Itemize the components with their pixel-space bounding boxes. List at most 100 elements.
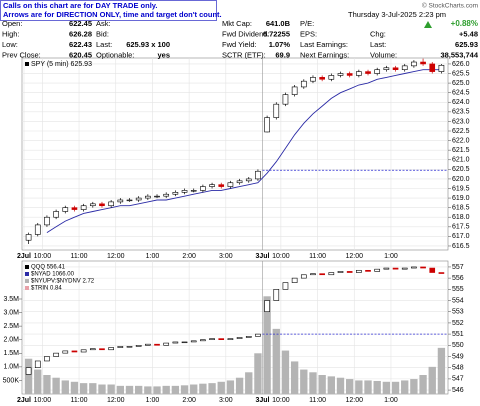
- y-tick-label: 554: [452, 297, 464, 304]
- field-label: High:: [2, 29, 20, 38]
- candle-body: [209, 338, 215, 341]
- volume-bar: [52, 377, 60, 394]
- x-tick-label: 11:00: [309, 253, 326, 260]
- candle-body: [401, 65, 408, 70]
- candle-body: [117, 346, 124, 348]
- candle-body: [34, 224, 41, 235]
- volume-bar: [162, 385, 170, 394]
- y-tick-label: 620.5: [452, 166, 470, 173]
- field-label: Next Earnings:: [300, 50, 349, 59]
- x-tick-label: 12:00: [107, 397, 125, 404]
- y-tick-label: 617.5: [452, 224, 470, 231]
- volume-bar: [263, 296, 271, 394]
- candle-body: [319, 77, 325, 80]
- candle-body: [154, 195, 160, 198]
- y-tick-label: 626.0: [452, 61, 470, 68]
- field-value: +5.48: [459, 29, 478, 38]
- y-tick-label: 547: [452, 376, 464, 383]
- candle-body: [99, 348, 105, 351]
- y-tick-label: 621.5: [452, 147, 470, 154]
- volume-bar: [281, 350, 290, 394]
- volume-bar: [144, 386, 152, 394]
- candle-body: [200, 339, 206, 342]
- y-tick-label: 553: [452, 309, 464, 316]
- volume-bar: [318, 375, 326, 394]
- field-label: Bid:: [96, 29, 109, 38]
- volume-tick-label: 3.5M: [3, 296, 19, 303]
- y-tick-label: 618.0: [452, 214, 470, 221]
- field-label: Fwd Dividend:: [222, 29, 270, 38]
- volume-bar: [373, 380, 381, 394]
- y-tick-label: 623.0: [452, 118, 470, 125]
- volume-bar: [382, 381, 391, 394]
- volume-bar: [70, 381, 79, 394]
- x-tick-label: 10:00: [34, 253, 52, 260]
- x-tick-label: 10:00: [34, 397, 52, 404]
- volume-bar: [254, 353, 262, 394]
- y-tick-label: 546: [452, 387, 464, 394]
- y-tick-label: 623.5: [452, 109, 470, 116]
- candle-body: [99, 203, 105, 207]
- field-value: yes: [157, 50, 170, 59]
- volume-bar: [208, 383, 216, 394]
- candle-body: [126, 199, 133, 202]
- x-tick-label: 10:00: [272, 253, 290, 260]
- candle-body: [411, 61, 417, 67]
- y-tick-label: 616.5: [452, 243, 470, 250]
- field-value: 38,553,744: [440, 50, 478, 59]
- x-tick-label: 11:00: [309, 397, 326, 404]
- volume-bar: [217, 381, 225, 394]
- volume-bar: [245, 372, 253, 394]
- legend-entry: $NYAD 1066.00: [31, 272, 75, 278]
- y-tick-label: 557: [452, 264, 464, 271]
- candle-body: [71, 350, 78, 353]
- candle-body: [300, 80, 307, 88]
- x-tick-label: 2:00: [182, 253, 196, 260]
- candle-body: [337, 73, 344, 76]
- candle-body: [429, 267, 436, 273]
- volume-bar: [300, 369, 308, 394]
- volume-bar: [34, 369, 42, 394]
- x-tick-label: 1:00: [146, 253, 160, 260]
- y-tick-label: 625.5: [452, 70, 470, 77]
- volume-bar: [355, 380, 363, 394]
- y-tick-label: 620.0: [452, 176, 470, 183]
- candle-body: [411, 266, 417, 269]
- field-label: Last:: [96, 40, 112, 49]
- volume-bar: [235, 377, 244, 394]
- volume-bar: [290, 361, 299, 394]
- legend-swatch: [25, 265, 29, 269]
- candle-body: [181, 341, 188, 344]
- candle-body: [135, 345, 142, 347]
- y-tick-label: 624.5: [452, 90, 470, 97]
- x-tick-label: 10:00: [272, 397, 290, 404]
- y-tick-label: 625.0: [452, 80, 470, 87]
- notice-line: Arrows are for DIRECTION ONLY, time and …: [3, 10, 222, 19]
- x-tick-label: 3Jul: [256, 397, 270, 404]
- volume-bar: [428, 366, 436, 394]
- candle-body: [374, 268, 381, 272]
- candle-body: [181, 190, 188, 193]
- candle-body: [190, 340, 197, 343]
- x-tick-label: 2:00: [182, 397, 196, 404]
- candle-body: [218, 338, 225, 341]
- field-label: Prev Close:: [2, 50, 41, 59]
- volume-bar: [346, 379, 354, 394]
- field-label: Chg:: [370, 29, 386, 38]
- volume-bar: [24, 358, 33, 394]
- volume-bar: [190, 384, 198, 394]
- field-label: EPS:: [300, 29, 317, 38]
- candle-body: [108, 347, 114, 351]
- upper-panel: [21, 57, 449, 251]
- candle-body: [117, 199, 124, 203]
- field-label: Mkt Cap:: [222, 19, 252, 28]
- candle-body: [200, 186, 206, 191]
- y-tick-label: 622.5: [452, 128, 470, 135]
- volume-bar: [153, 386, 161, 394]
- candle-body: [438, 272, 445, 274]
- x-tick-label: 3:00: [219, 253, 233, 260]
- volume-bar: [171, 385, 180, 394]
- lower-panel: [21, 260, 449, 395]
